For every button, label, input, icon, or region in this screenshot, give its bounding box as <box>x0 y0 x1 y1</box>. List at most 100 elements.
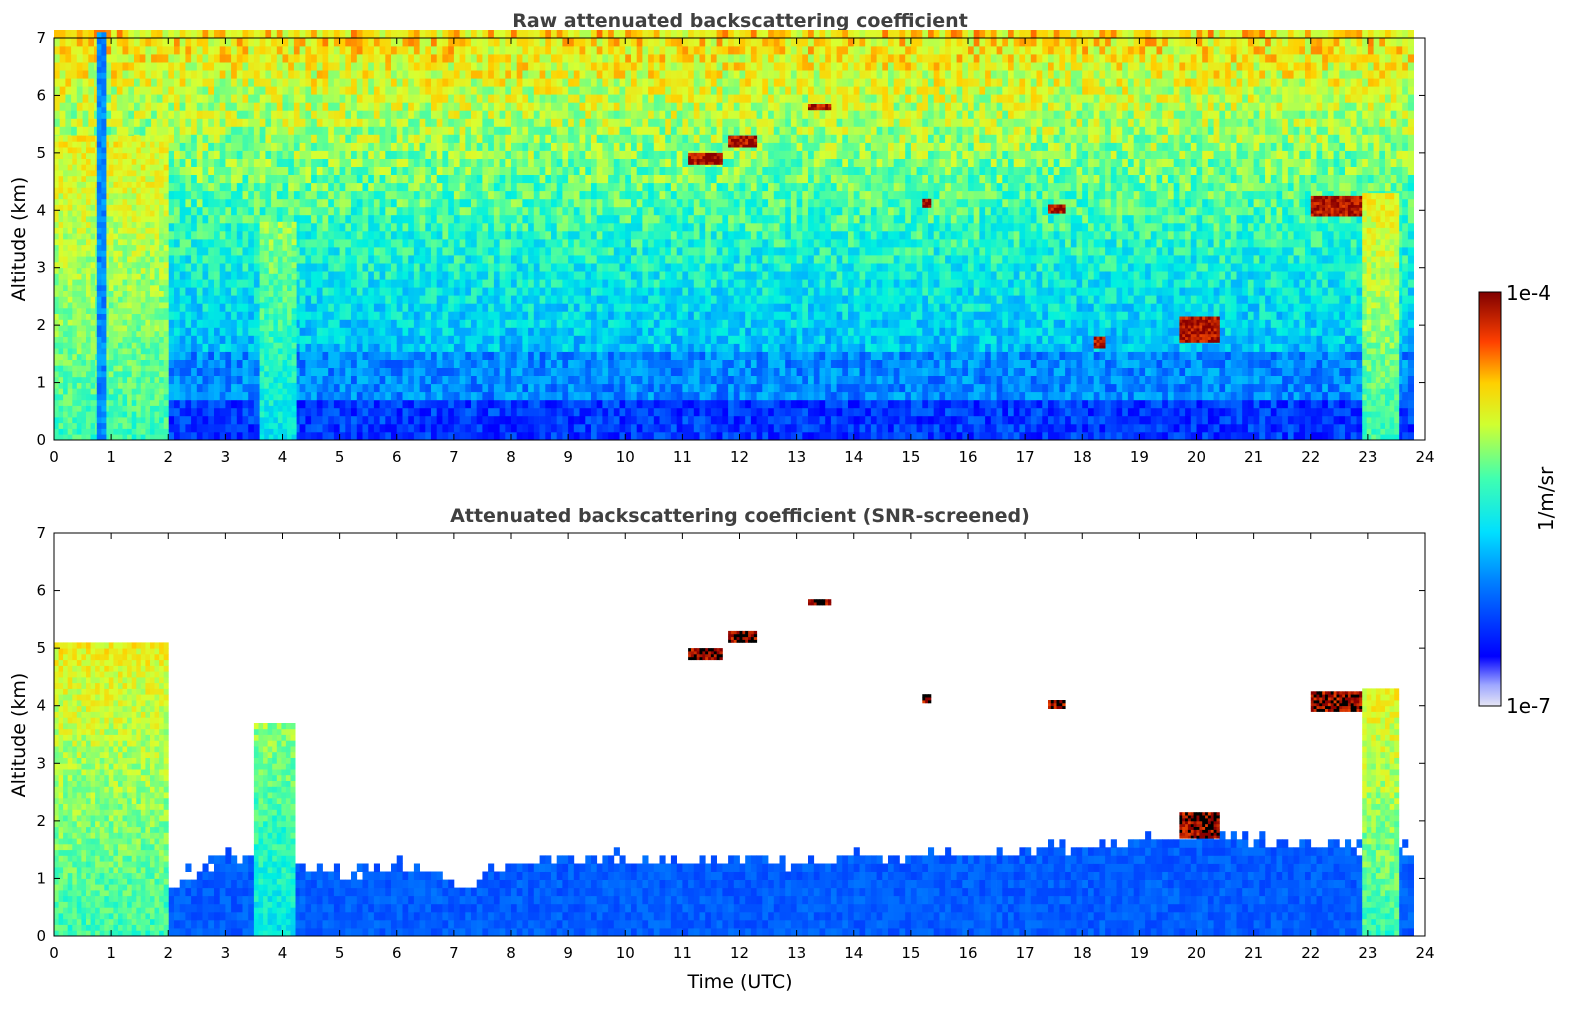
heatmap-cell <box>385 327 392 336</box>
heatmap-cell <box>602 327 609 336</box>
heatmap-cell <box>76 54 83 63</box>
heatmap-cell <box>408 134 415 143</box>
heatmap-cell <box>362 351 369 360</box>
heatmap-cell <box>139 46 146 55</box>
heatmap-cell <box>134 86 141 95</box>
heatmap-cell <box>202 70 209 79</box>
heatmap-cell <box>442 38 449 47</box>
heatmap-cell <box>511 158 518 167</box>
heatmap-cell <box>608 255 615 264</box>
heatmap-cell <box>465 142 472 151</box>
heatmap-cell <box>436 415 443 425</box>
heatmap-cell <box>248 423 255 433</box>
heatmap-cell <box>168 303 175 312</box>
heatmap-cell <box>516 239 523 248</box>
heatmap-cell <box>482 263 489 272</box>
heatmap-cell <box>488 94 495 103</box>
heatmap-cell <box>202 198 209 208</box>
heatmap-cell <box>425 38 432 47</box>
heatmap-cell <box>253 142 260 151</box>
heatmap-cell <box>225 375 232 385</box>
heatmap-cell <box>476 126 483 135</box>
heatmap-cell <box>431 86 438 95</box>
heatmap-cell <box>488 263 495 272</box>
heatmap-cell <box>174 415 181 425</box>
heatmap-cell <box>408 423 415 433</box>
heatmap-cell <box>482 158 489 167</box>
heatmap-cell <box>276 142 283 151</box>
heatmap-cell <box>436 271 443 280</box>
heatmap-cell <box>134 46 141 55</box>
heatmap-cell <box>134 118 141 127</box>
heatmap-cell <box>533 415 540 425</box>
heatmap-cell <box>431 231 438 240</box>
heatmap-cell <box>539 415 546 425</box>
heatmap-cell <box>311 247 318 256</box>
heatmap-cell <box>533 303 540 312</box>
heatmap-cell <box>253 263 260 272</box>
heatmap-cell <box>568 391 575 401</box>
heatmap-cell <box>225 295 232 304</box>
heatmap-cell <box>425 247 432 256</box>
heatmap-cell <box>585 367 592 376</box>
heatmap-cell <box>368 399 375 409</box>
heatmap-cell <box>345 38 352 47</box>
heatmap-cell <box>596 94 603 103</box>
heatmap-cell <box>436 311 443 320</box>
heatmap-cell <box>168 255 175 264</box>
heatmap-cell <box>231 407 238 417</box>
heatmap-cell <box>448 54 455 63</box>
heatmap-cell <box>579 247 586 256</box>
heatmap-cell <box>471 279 478 288</box>
heatmap-cell <box>128 70 135 79</box>
heatmap-cell <box>373 62 380 71</box>
heatmap-cell <box>311 174 318 184</box>
heatmap-cell <box>568 415 575 425</box>
heatmap-cell <box>202 295 209 304</box>
heatmap-cell <box>265 182 272 192</box>
heatmap-cell <box>413 46 420 55</box>
heatmap-cell <box>288 102 295 111</box>
heatmap-cell <box>608 150 615 159</box>
heatmap-cell <box>436 335 443 344</box>
heatmap-cell <box>471 375 478 385</box>
heatmap-cell <box>111 54 118 63</box>
heatmap-cell <box>219 295 226 304</box>
heatmap-cell <box>208 86 215 95</box>
heatmap-cell <box>191 263 198 272</box>
heatmap-cell <box>242 399 249 409</box>
heatmap-cell <box>179 279 186 288</box>
heatmap-cell <box>214 255 221 264</box>
heatmap-cell <box>265 206 272 216</box>
heatmap-cell <box>608 166 615 175</box>
heatmap-cell <box>111 94 118 103</box>
heatmap-cell <box>288 126 295 135</box>
heatmap-cell <box>185 391 192 401</box>
heatmap-cell <box>145 86 152 95</box>
heatmap-cell <box>573 432 580 441</box>
heatmap-cell <box>402 367 409 376</box>
heatmap-cell <box>168 86 175 95</box>
heatmap-cell <box>419 423 426 433</box>
heatmap-cell <box>214 30 221 39</box>
heatmap-cell <box>293 335 300 344</box>
heatmap-cell <box>442 319 449 328</box>
heatmap-cell <box>259 158 266 167</box>
heatmap-cell <box>311 46 318 55</box>
heatmap-cell <box>539 335 546 344</box>
heatmap-cell <box>419 174 426 184</box>
heatmap-cell <box>242 158 249 167</box>
heatmap-cell <box>459 375 466 385</box>
heatmap-cell <box>168 222 175 232</box>
heatmap-cell <box>516 399 523 409</box>
heatmap-cell <box>402 54 409 63</box>
heatmap-cell <box>568 158 575 167</box>
heatmap-cell <box>328 423 335 433</box>
heatmap-cell <box>168 190 175 200</box>
heatmap-cell <box>391 222 398 232</box>
heatmap-cell <box>339 126 346 135</box>
heatmap-cell <box>174 54 181 63</box>
heatmap-cell <box>562 150 569 159</box>
heatmap-cell <box>76 86 83 95</box>
heatmap-cell <box>299 391 306 401</box>
